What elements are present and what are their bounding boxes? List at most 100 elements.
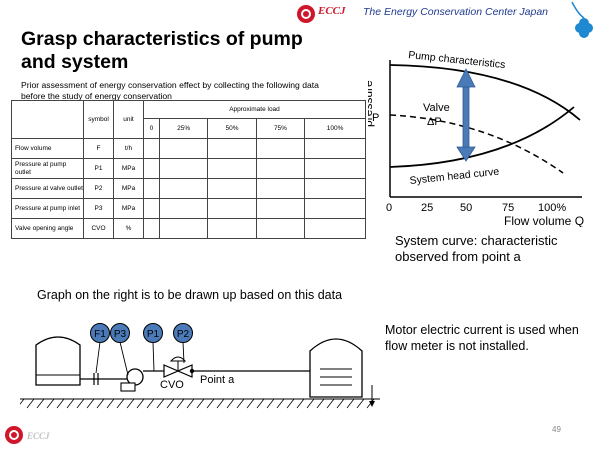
row-label: Pressure at valve outlet (11, 178, 84, 199)
ground-hatch-line (116, 398, 125, 409)
table-header-level: 25% (158, 118, 209, 139)
x-tick-label: 100% (538, 202, 566, 214)
instrument-leader (152, 341, 155, 372)
data-cell (255, 178, 306, 199)
valve-label: Valve (423, 102, 450, 114)
data-cell (158, 158, 209, 179)
ground-hatch-line (176, 398, 185, 409)
data-cell (158, 218, 209, 239)
ground-hatch-line (76, 398, 85, 409)
ground-hatch-line (36, 398, 45, 409)
ground-hatch-line (186, 398, 195, 409)
instrument-p1: P1 (143, 323, 163, 343)
data-cell (207, 198, 257, 219)
table-row: Pressure at pump outlet P1 MPa (11, 158, 366, 179)
ground-hatch-line (86, 398, 95, 409)
table-row: Pressure at valve outlet P2 MPa (11, 178, 366, 199)
motor-current-note: Motor electric current is used when flow… (385, 323, 579, 353)
ground-hatch-line (356, 398, 365, 409)
drain-arrow-icon (369, 401, 375, 407)
table-header-level: 50% (207, 118, 257, 139)
ground-hatch-line (166, 398, 175, 409)
x-tick-label: 25 (421, 202, 433, 214)
instrument-label: P3 (114, 329, 127, 340)
table-row: Pressure at pump inlet P3 MPa (11, 198, 366, 219)
data-cell (143, 178, 160, 199)
ground-hatch-line (236, 398, 245, 409)
ground-hatch-line (256, 398, 265, 409)
data-cell (304, 218, 366, 239)
page-number: 49 (552, 425, 561, 434)
ground-hatch-line (96, 398, 105, 409)
instrument-leader (119, 341, 129, 376)
ground-hatch-line (226, 398, 235, 409)
table-header-level: 75% (255, 118, 306, 139)
table-header-symbol: symbol (83, 100, 114, 139)
row-unit: % (113, 218, 144, 239)
pump-system-chart: pressure P Pump characteristics System h… (368, 49, 584, 227)
instrument-leader (182, 341, 185, 364)
row-unit: MPa (113, 158, 144, 179)
clover-logo-icon (571, 1, 593, 38)
data-cell (207, 138, 257, 159)
intro-text: Prior assessment of energy conservation … (21, 80, 319, 101)
instrument-f1: F1 (90, 323, 110, 343)
throttled-curve (389, 114, 564, 174)
table-header-row: symbol unit Approximate load (11, 100, 366, 139)
x-tick-label: 50 (460, 202, 472, 214)
data-cell (143, 158, 160, 179)
table-row: Valve opening angle CVO % (11, 218, 366, 239)
data-cell (304, 158, 366, 179)
data-cell (207, 178, 257, 199)
ground-hatch-line (106, 398, 115, 409)
row-unit: t/h (113, 138, 144, 159)
ground-hatch-line (316, 398, 325, 409)
data-cell (158, 138, 209, 159)
ground-hatch-line (56, 398, 65, 409)
data-cell (143, 198, 160, 219)
ground-hatch-line (336, 398, 345, 409)
graph-note: Graph on the right is to be drawn up bas… (37, 288, 343, 302)
system-curve-note: System curve: characteristic observed fr… (395, 233, 558, 264)
system-curve-label: System head curve (409, 166, 500, 187)
motor-icon (120, 382, 136, 392)
row-symbol: F (83, 138, 114, 159)
data-cell (158, 198, 209, 219)
row-symbol: P2 (83, 178, 114, 199)
ground-hatch-line (146, 398, 155, 409)
data-cell (304, 198, 366, 219)
chart-ylabel: pressure (368, 80, 375, 127)
source-tank (35, 336, 81, 386)
data-cell (255, 138, 306, 159)
row-unit: MPa (113, 178, 144, 199)
header-org-name: The Energy Conservation Center Japan (363, 6, 549, 18)
x-tick-label: 75 (502, 202, 514, 214)
pump-curve (389, 64, 581, 121)
destination-tank (309, 338, 363, 398)
data-cell (304, 138, 366, 159)
data-cell (255, 218, 306, 239)
row-label: Flow volume (11, 138, 84, 159)
data-cell (207, 158, 257, 179)
ground-hatch-line (136, 398, 145, 409)
ground-hatch-line (306, 398, 315, 409)
row-label: Pressure at pump inlet (11, 198, 84, 219)
ground-hatch-line (156, 398, 165, 409)
data-cell (207, 218, 257, 239)
system-head-curve (389, 106, 575, 168)
data-cell (143, 138, 160, 159)
table-header-level: 0 (143, 118, 160, 139)
ground-hatch-line (246, 398, 255, 409)
ground-hatch-line (46, 398, 55, 409)
x-tick-label: 0 (386, 202, 392, 214)
instrument-label: P2 (177, 329, 190, 340)
ground-hatch-line (206, 398, 215, 409)
row-label: Valve opening angle (11, 218, 84, 239)
instrument-leader (95, 341, 101, 374)
ground-hatch-line (196, 398, 205, 409)
row-label: Pressure at pump outlet (11, 158, 84, 179)
ground-hatch-line (266, 398, 275, 409)
chart-xlabel: Flow volume Q (504, 214, 584, 227)
pump-curve-label: Pump characteristics (408, 49, 506, 71)
point-a-dot (189, 368, 195, 374)
